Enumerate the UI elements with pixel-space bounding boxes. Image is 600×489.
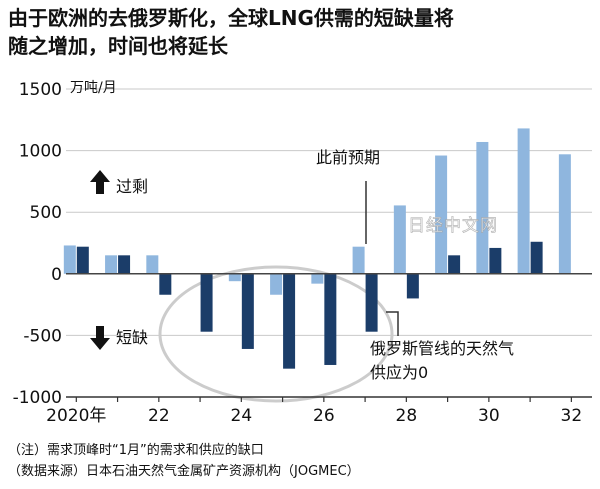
title-line-2: 随之增加，时间也将延长: [8, 34, 228, 58]
bar-zero-pipeline: [324, 273, 337, 365]
footer-note: （注）需求顶峰时“1月”的需求和供应的缺口: [8, 443, 264, 458]
pipeline-leader: [386, 311, 399, 336]
shortage-arrow-icon: [90, 326, 110, 350]
y-tick-label: 1000: [19, 142, 62, 162]
chart-footer: （注）需求顶峰时“1月”的需求和供应的缺口 （数据来源）日本石油天然气金属矿产资…: [8, 440, 360, 482]
bar-previous-forecast: [270, 273, 283, 295]
watermark-text: 日经中文网: [408, 216, 498, 236]
y-tick-labels: 1500 1000 500 0 -500 -1000: [13, 80, 62, 408]
y-tick-label: 0: [51, 265, 62, 285]
bar-zero-pipeline: [283, 273, 296, 369]
bar-previous-forecast: [558, 154, 571, 274]
bar-zero-pipeline: [200, 273, 213, 332]
bar-previous-forecast: [63, 245, 76, 274]
bar-zero-pipeline: [76, 246, 89, 274]
bar-previous-forecast: [311, 273, 324, 284]
lng-balance-chart: 1500 1000 500 0 -500 -1000 万吨/月 2020年 22 24 26 28…: [13, 80, 592, 426]
bar-previous-forecast: [517, 128, 530, 274]
y-tick-label: 500: [30, 203, 62, 223]
bar-zero-pipeline: [241, 273, 254, 349]
bar-zero-pipeline: [159, 273, 172, 295]
bars: [63, 128, 571, 369]
bar-previous-forecast: [105, 255, 118, 274]
previous-forecast-label: 此前预期: [316, 148, 380, 167]
x-tick-label: 24: [231, 406, 253, 426]
x-tick-label: 22: [148, 406, 170, 426]
bar-previous-forecast: [352, 246, 365, 274]
pipeline-label-line-1: 俄罗斯管线的天然气: [370, 339, 514, 358]
x-tick-label: 2020年: [46, 406, 106, 426]
x-tick-label: 30: [478, 406, 500, 426]
y-tick-label: 1500: [19, 80, 62, 100]
y-tick-label: -1000: [13, 388, 62, 408]
chart-title: 由于欧洲的去俄罗斯化，全球LNG供需的短缺量将 随之增加，时间也将延长: [8, 4, 592, 60]
x-tick-label: 32: [561, 406, 583, 426]
bar-previous-forecast: [476, 141, 489, 274]
bar-zero-pipeline: [448, 255, 461, 274]
bar-previous-forecast: [146, 255, 159, 274]
title-line-1: 由于欧洲的去俄罗斯化，全球LNG供需的短缺量将: [8, 6, 454, 30]
x-tick-label: 26: [313, 406, 335, 426]
footer-source: （数据来源）日本石油天然气金属矿产资源机构（JOGMEC）: [8, 464, 360, 479]
bar-zero-pipeline: [530, 241, 543, 274]
unit-label: 万吨/月: [70, 80, 117, 96]
bar-zero-pipeline: [118, 255, 131, 274]
surplus-arrow-icon: [90, 170, 110, 194]
pipeline-label-line-2: 供应为0: [370, 363, 428, 382]
shortage-label: 短缺: [116, 328, 148, 347]
surplus-label: 过剩: [116, 177, 148, 196]
x-tick-label: 28: [396, 406, 418, 426]
highlight-ellipse: [158, 265, 394, 403]
bar-previous-forecast: [435, 155, 448, 274]
bar-previous-forecast: [228, 273, 241, 282]
x-ticks: 2020年 22 24 26 28 30 32: [46, 397, 582, 426]
bar-zero-pipeline: [365, 273, 378, 332]
bar-zero-pipeline: [406, 273, 419, 299]
y-tick-label: -500: [23, 326, 62, 346]
bar-zero-pipeline: [489, 247, 502, 274]
bar-previous-forecast: [393, 205, 406, 274]
